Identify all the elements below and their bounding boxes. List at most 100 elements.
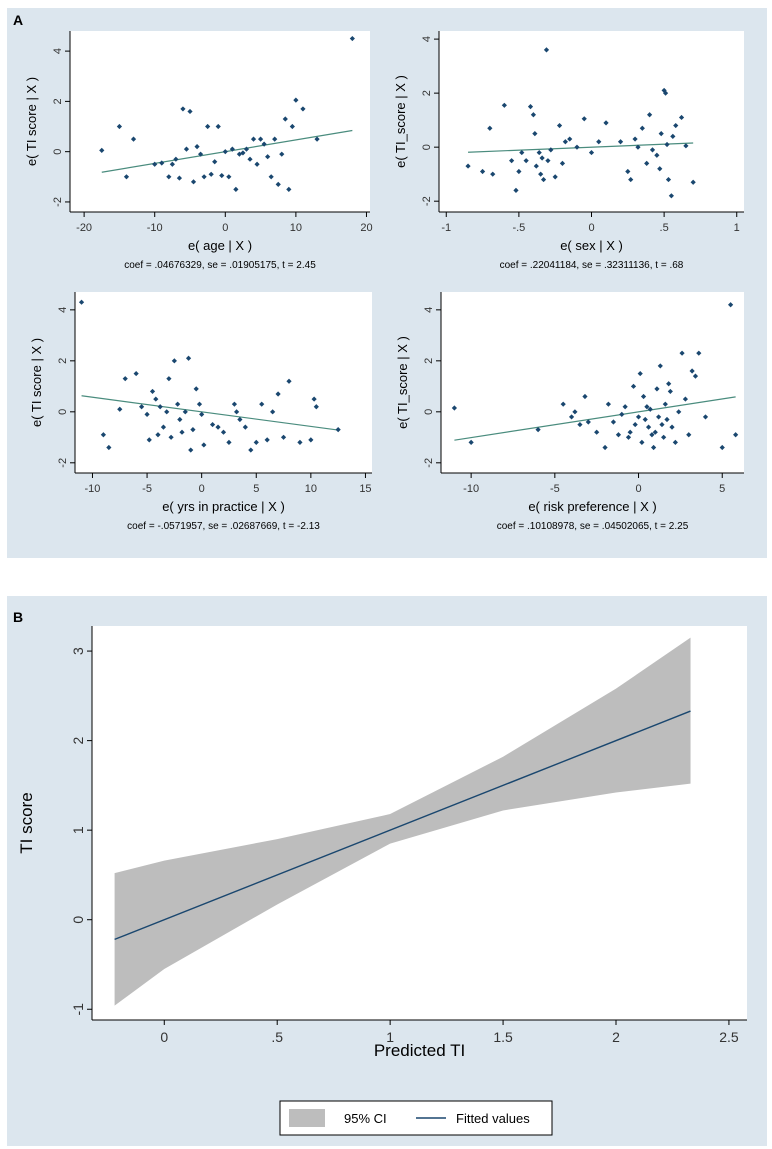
y-tick-label: 2: [421, 90, 433, 96]
data-point: [234, 409, 240, 415]
data-point: [585, 419, 591, 425]
data-point: [692, 373, 699, 379]
data-point: [513, 187, 519, 193]
data-point: [78, 299, 85, 305]
y-axis-label: e( TI_score | X ): [395, 336, 410, 429]
data-point: [193, 386, 199, 392]
subplot-risk-preference: -10 -5 0 5 -2 0 2 4 e( risk preference | X ) e( T…: [395, 292, 744, 532]
data-point: [159, 160, 165, 166]
data-point: [313, 404, 319, 410]
data-point: [639, 439, 645, 446]
data-point: [215, 424, 221, 430]
data-point: [670, 133, 676, 139]
data-point: [679, 350, 685, 356]
x-tick-label: -5: [142, 483, 152, 495]
data-point: [556, 122, 563, 129]
data-point: [657, 363, 663, 369]
data-point: [280, 434, 287, 440]
data-point: [683, 143, 689, 149]
data-point: [567, 136, 573, 142]
data-point: [676, 409, 682, 415]
data-point: [177, 416, 183, 423]
data-point: [628, 176, 634, 183]
y-tick-label: 4: [57, 307, 69, 313]
data-point: [654, 386, 660, 392]
data-point: [465, 163, 471, 169]
data-point: [635, 144, 641, 150]
data-point: [201, 442, 207, 448]
y-tick-label: 4: [423, 307, 435, 313]
x-tick-label: 10: [305, 483, 317, 495]
data-point: [568, 414, 575, 420]
data-point: [594, 429, 600, 435]
data-point: [543, 47, 550, 53]
x-tick-label: .5: [271, 1029, 283, 1045]
data-point: [617, 139, 624, 145]
x-tick-label: -20: [76, 222, 92, 234]
x-tick-label: 0: [160, 1029, 168, 1045]
data-point: [99, 147, 105, 154]
y-tick-label: 2: [52, 98, 64, 104]
x-tick-label: 1.5: [493, 1029, 513, 1045]
x-tick-label: 20: [360, 222, 372, 234]
data-point: [268, 174, 274, 180]
data-point: [662, 401, 668, 407]
data-point: [349, 35, 355, 42]
data-point: [625, 168, 631, 175]
data-point: [122, 376, 128, 382]
data-point: [682, 396, 689, 402]
regression-caption: coef = .04676329, se = .01905175, t = 2.…: [124, 260, 316, 271]
x-tick-label: 2.5: [719, 1029, 739, 1045]
legend: 95% CI Fitted values: [279, 1100, 553, 1136]
data-point: [652, 429, 658, 435]
data-point: [208, 171, 214, 177]
y-axis-label: TI score: [17, 792, 36, 853]
data-point: [572, 409, 578, 415]
data-point: [661, 87, 667, 94]
panel-a-label: A: [13, 12, 23, 28]
x-tick-label: 1: [734, 222, 740, 234]
data-point: [659, 421, 665, 428]
data-point: [645, 424, 652, 430]
data-point: [625, 434, 632, 440]
x-tick-label: -10: [147, 222, 163, 234]
x-tick-label: 2: [612, 1029, 620, 1045]
data-point: [588, 149, 595, 156]
data-point: [658, 131, 664, 137]
data-point: [117, 406, 123, 412]
data-point: [229, 146, 235, 152]
data-point: [559, 160, 566, 166]
data-point: [194, 144, 200, 150]
data-point: [182, 409, 188, 415]
data-point: [222, 149, 228, 155]
data-point: [632, 136, 638, 142]
data-point: [153, 396, 159, 402]
x-tick-label: -10: [85, 483, 101, 495]
data-point: [272, 136, 278, 142]
data-point: [199, 411, 205, 417]
data-point: [190, 427, 196, 433]
data-point: [538, 171, 544, 177]
data-point: [247, 156, 253, 162]
data-point: [661, 434, 667, 440]
y-tick-label: 0: [70, 916, 86, 924]
data-point: [130, 136, 137, 142]
data-point: [205, 123, 211, 130]
legend-ci-label: 95% CI: [344, 1111, 387, 1126]
data-point: [596, 139, 602, 145]
data-point: [644, 404, 650, 410]
data-point: [665, 176, 672, 183]
fitted-line: [81, 395, 339, 431]
data-point: [286, 378, 292, 384]
fitted-values-line: [114, 710, 691, 941]
data-point: [530, 112, 537, 118]
data-point: [169, 161, 175, 167]
data-point: [243, 146, 250, 152]
data-point: [686, 432, 692, 438]
data-point: [501, 102, 507, 108]
data-point: [187, 108, 193, 115]
data-point: [603, 120, 609, 126]
x-tick-label: -.5: [512, 222, 525, 234]
data-point: [144, 411, 150, 417]
